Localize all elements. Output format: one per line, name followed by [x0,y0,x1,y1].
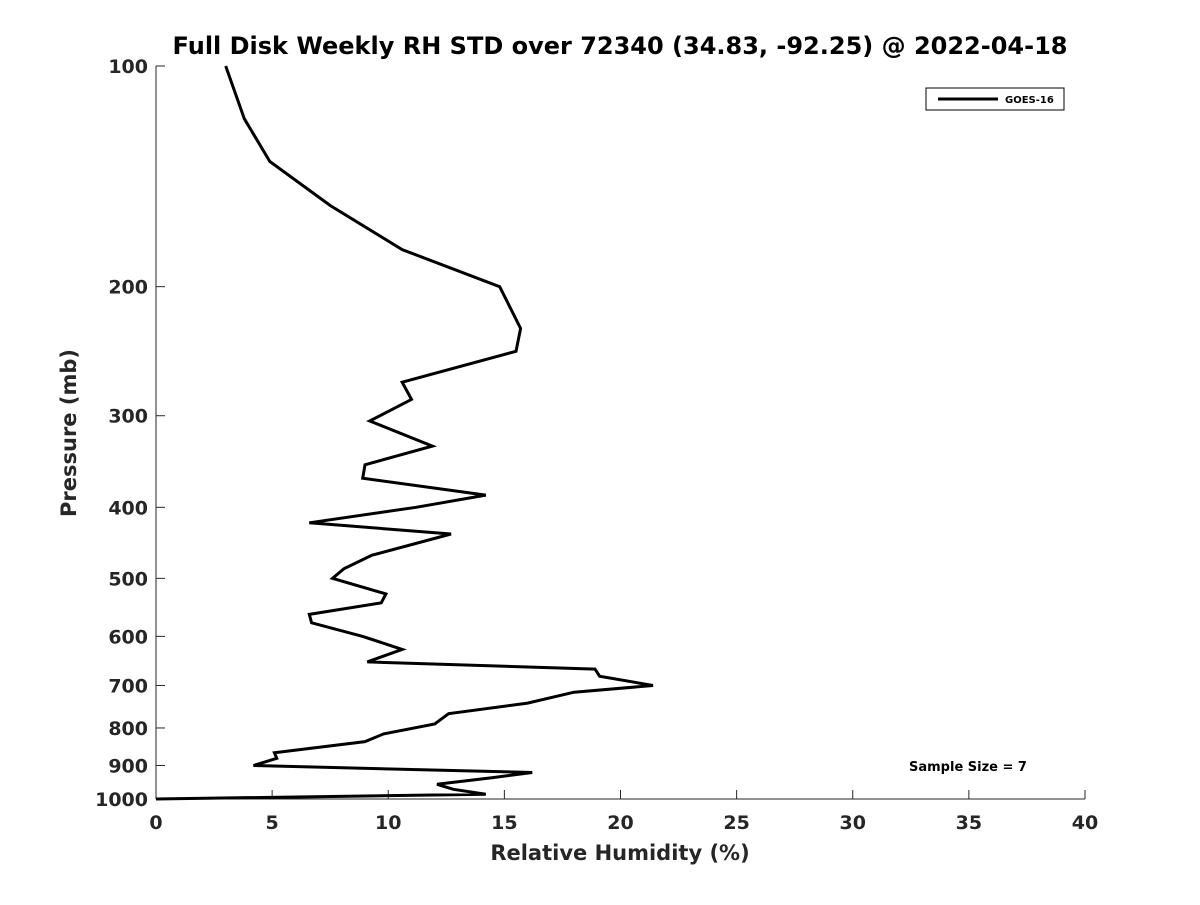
sample-size-annotation: Sample Size = 7 [909,760,1027,775]
x-tick-label: 30 [840,812,866,834]
x-tick-label: 25 [723,812,749,834]
y-tick-label: 100 [108,56,148,78]
x-tick-label: 5 [266,812,279,834]
y-tick-label: 200 [108,277,148,299]
y-tick-label: 600 [108,626,148,648]
y-tick-label: 800 [108,718,148,740]
chart-title: Full Disk Weekly RH STD over 72340 (34.8… [173,32,1068,60]
y-tick-label: 300 [108,406,148,428]
legend: GOES-16 [925,87,1065,111]
legend-label-goes-16: GOES-16 [1005,95,1054,106]
x-tick-label: 15 [491,812,517,834]
y-tick-label: 500 [108,568,148,590]
y-tick-label: 400 [108,497,148,519]
y-tick-label: 1000 [95,789,148,811]
y-axis-label: Pressure (mb) [57,349,81,517]
y-tick-label: 900 [108,755,148,777]
x-tick-label: 35 [956,812,982,834]
y-tick-label: 700 [108,675,148,697]
series-layer [155,65,654,801]
x-axis-label: Relative Humidity (%) [490,841,749,865]
x-tick-label: 0 [149,812,162,834]
x-tick-label: 40 [1072,812,1098,834]
axes: 0 5 10 15 20 25 30 35 40 100 200 300 400 500 600 700 800… [95,56,1098,834]
x-tick-label: 20 [607,812,633,834]
series-line-goes-16 [155,65,654,801]
x-tick-label: 10 [375,812,401,834]
